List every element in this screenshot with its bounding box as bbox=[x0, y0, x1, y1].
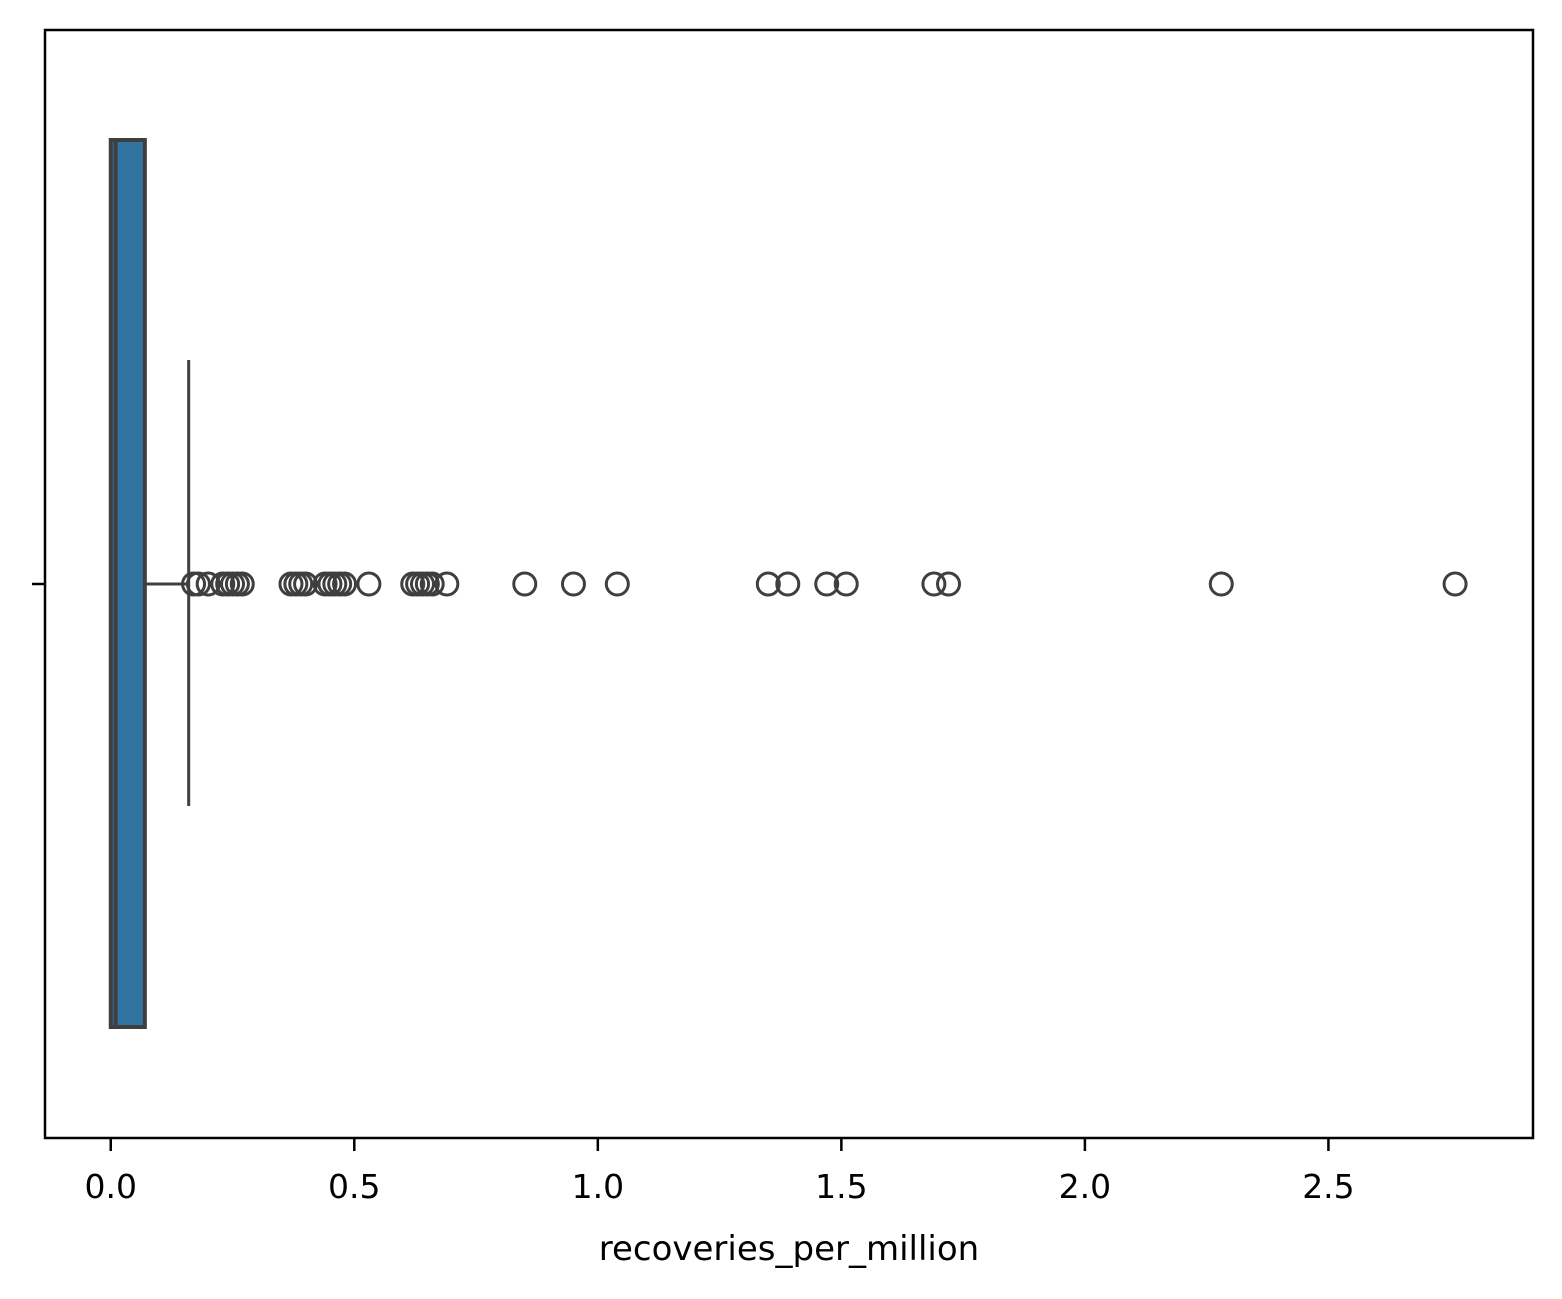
outlier-point-27 bbox=[755, 571, 781, 597]
outlier-point-23 bbox=[434, 571, 460, 597]
x-tick-label-5: 2.5 bbox=[1302, 1167, 1354, 1206]
plot-area bbox=[108, 138, 1468, 1029]
outlier-point-32 bbox=[936, 571, 962, 597]
x-axis-label: recoveries_per_million bbox=[599, 1229, 979, 1269]
outlier-point-2 bbox=[195, 571, 221, 597]
outlier-point-17 bbox=[356, 571, 382, 597]
outlier-point-24 bbox=[512, 571, 538, 597]
plot-frame bbox=[43, 28, 1535, 1140]
x-tick-label-2: 1.0 bbox=[572, 1167, 624, 1206]
outlier-point-25 bbox=[560, 571, 586, 597]
outlier-point-16 bbox=[332, 571, 358, 597]
outlier-point-34 bbox=[1442, 571, 1468, 597]
x-tick-label-0: 0.0 bbox=[85, 1167, 137, 1206]
outlier-point-7 bbox=[229, 571, 255, 597]
outlier-point-29 bbox=[814, 571, 840, 597]
x-tick-label-3: 1.5 bbox=[815, 1167, 867, 1206]
outlier-point-28 bbox=[775, 571, 801, 597]
outlier-point-30 bbox=[833, 571, 859, 597]
outlier-point-31 bbox=[921, 571, 947, 597]
outlier-point-1 bbox=[185, 571, 211, 597]
outlier-point-11 bbox=[293, 571, 319, 597]
outlier-point-33 bbox=[1208, 571, 1234, 597]
outlier-point-26 bbox=[604, 571, 630, 597]
x-axis: 0.0 0.5 1.0 1.5 2.0 2.5 bbox=[32, 28, 1535, 1206]
x-tick-label-1: 0.5 bbox=[328, 1167, 380, 1206]
outlier-point-22 bbox=[419, 571, 445, 597]
x-tick-label-4: 2.0 bbox=[1059, 1167, 1111, 1206]
